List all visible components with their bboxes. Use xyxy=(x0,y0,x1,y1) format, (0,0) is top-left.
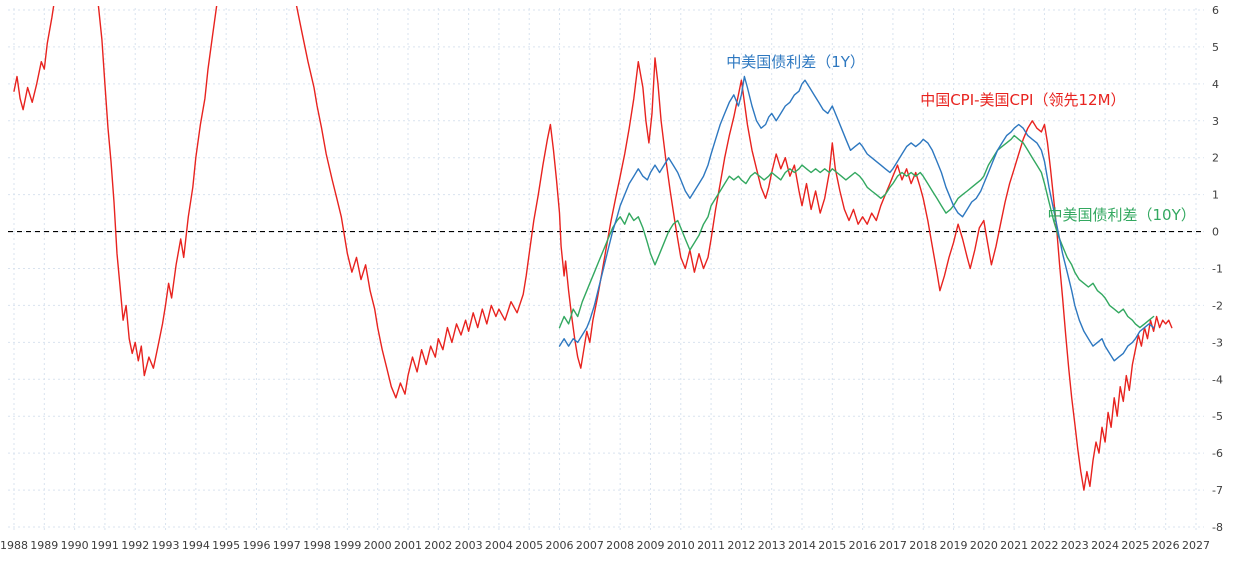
y-tick-label: -4 xyxy=(1212,373,1223,386)
y-tick-label: -5 xyxy=(1212,410,1223,423)
x-tick-label: 2024 xyxy=(1091,539,1119,552)
x-tick-label: 2018 xyxy=(909,539,937,552)
series-line-1 xyxy=(558,134,1155,329)
x-tick-label: 2008 xyxy=(606,539,634,552)
x-tick-label: 2006 xyxy=(546,539,574,552)
x-tick-label: 2012 xyxy=(727,539,755,552)
x-tick-label: 2027 xyxy=(1182,539,1210,552)
x-tick-label: 1999 xyxy=(333,539,361,552)
y-tick-label: 1 xyxy=(1212,189,1219,202)
x-tick-label: 1998 xyxy=(303,539,331,552)
y-tick-label: -8 xyxy=(1212,521,1223,534)
y-tick-label: -3 xyxy=(1212,336,1223,349)
grid xyxy=(8,8,1204,531)
y-tick-label: -2 xyxy=(1212,299,1223,312)
x-tick-label: 1996 xyxy=(242,539,270,552)
x-tick-label: 1990 xyxy=(61,539,89,552)
x-tick-label: 2023 xyxy=(1061,539,1089,552)
x-tick-label: 2020 xyxy=(970,539,998,552)
x-tick-label: 1988 xyxy=(0,539,28,552)
x-tick-label: 2007 xyxy=(576,539,604,552)
x-tick-label: 2022 xyxy=(1030,539,1058,552)
x-tick-label: 1993 xyxy=(152,539,180,552)
x-axis-labels: 1988 1989 1990 1991 1992 1993 1994 1995 1996 1997… xyxy=(0,539,1210,552)
series-label-cpi-diff: 中国CPI-美国CPI（领先12M） xyxy=(920,91,1126,110)
x-tick-label: 2005 xyxy=(515,539,543,552)
x-tick-label: 1991 xyxy=(91,539,119,552)
x-tick-label: 2002 xyxy=(424,539,452,552)
x-tick-label: 2013 xyxy=(758,539,786,552)
x-tick-label: 2026 xyxy=(1152,539,1180,552)
x-tick-label: 2003 xyxy=(455,539,483,552)
x-tick-label: 2017 xyxy=(879,539,907,552)
x-tick-label: 1992 xyxy=(121,539,149,552)
y-tick-label: 6 xyxy=(1212,4,1219,17)
x-tick-label: 2025 xyxy=(1121,539,1149,552)
x-tick-label: 1995 xyxy=(212,539,240,552)
series-label-1y-spread: 中美国债利差（1Y） xyxy=(726,52,865,71)
x-tick-label: 2009 xyxy=(636,539,664,552)
y-tick-label: 2 xyxy=(1212,152,1219,165)
x-tick-label: 2019 xyxy=(940,539,968,552)
series-line-2 xyxy=(558,75,1155,362)
y-tick-label: -7 xyxy=(1212,484,1223,497)
y-tick-label: 3 xyxy=(1212,115,1219,128)
y-tick-label: 5 xyxy=(1212,41,1219,54)
y-tick-label: 4 xyxy=(1212,78,1219,91)
x-tick-label: 2010 xyxy=(667,539,695,552)
x-tick-label: 2016 xyxy=(849,539,877,552)
y-axis-labels: 6 5 4 3 2 1 0 -1 -2 -3 -4 -5 -6 -7 -8 xyxy=(1212,4,1223,534)
x-tick-label: 2015 xyxy=(818,539,846,552)
x-tick-label: 2014 xyxy=(788,539,816,552)
y-tick-label: 0 xyxy=(1212,226,1219,239)
series-label-10y-spread: 中美国债利差（10Y） xyxy=(1047,205,1196,224)
x-tick-label: 2004 xyxy=(485,539,513,552)
x-tick-label: 2000 xyxy=(364,539,392,552)
x-tick-label: 1994 xyxy=(182,539,210,552)
x-tick-label: 2001 xyxy=(394,539,422,552)
y-tick-label: -6 xyxy=(1212,447,1223,460)
y-tick-label: -1 xyxy=(1212,263,1223,276)
series-line-0 xyxy=(13,6,1173,491)
x-tick-label: 2011 xyxy=(697,539,725,552)
x-tick-label: 1997 xyxy=(273,539,301,552)
x-tick-label: 2021 xyxy=(1000,539,1028,552)
x-tick-label: 1989 xyxy=(30,539,58,552)
